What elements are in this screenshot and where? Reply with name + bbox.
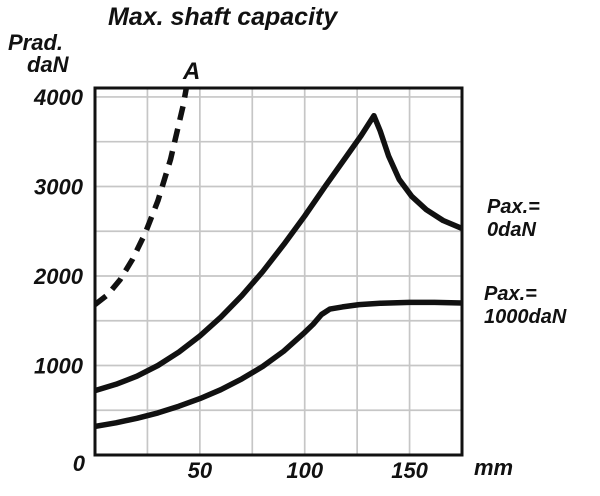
series-label-pax-1000: Pax.= 1000daN — [484, 283, 566, 329]
curve-a — [95, 88, 190, 307]
y-tick-label: 4000 — [33, 85, 84, 110]
curve-pax-1000 — [95, 299, 462, 430]
y-tick-label: 3000 — [34, 174, 84, 199]
series-label-pax-1000-line2: 1000daN — [484, 306, 567, 328]
chart-title: Max. shaft capacity — [108, 3, 338, 31]
x-tick-label: 50 — [188, 458, 213, 483]
curve-pax-0 — [95, 112, 462, 394]
x-tick-label: 150 — [391, 458, 428, 483]
x-tick-label: 100 — [286, 458, 323, 483]
x-axis-unit: mm — [474, 455, 514, 480]
y-axis-unit-line2: daN — [27, 52, 69, 77]
y-tick-label: 1000 — [34, 353, 84, 378]
plot-frame — [93, 86, 464, 457]
series-label-pax-0-line1: Pax.= — [487, 196, 540, 218]
series-label-pax-0-line2: 0daN — [487, 219, 536, 241]
curve-a-annotation: A — [183, 58, 201, 85]
origin-tick-label: 0 — [73, 451, 86, 476]
y-tick-label: 2000 — [33, 264, 84, 289]
y-axis-unit-line1: Prad. — [8, 30, 64, 55]
series-label-pax-0: Pax.= 0daN — [487, 196, 540, 242]
series-label-pax-1000-line1: Pax.= — [484, 283, 537, 305]
